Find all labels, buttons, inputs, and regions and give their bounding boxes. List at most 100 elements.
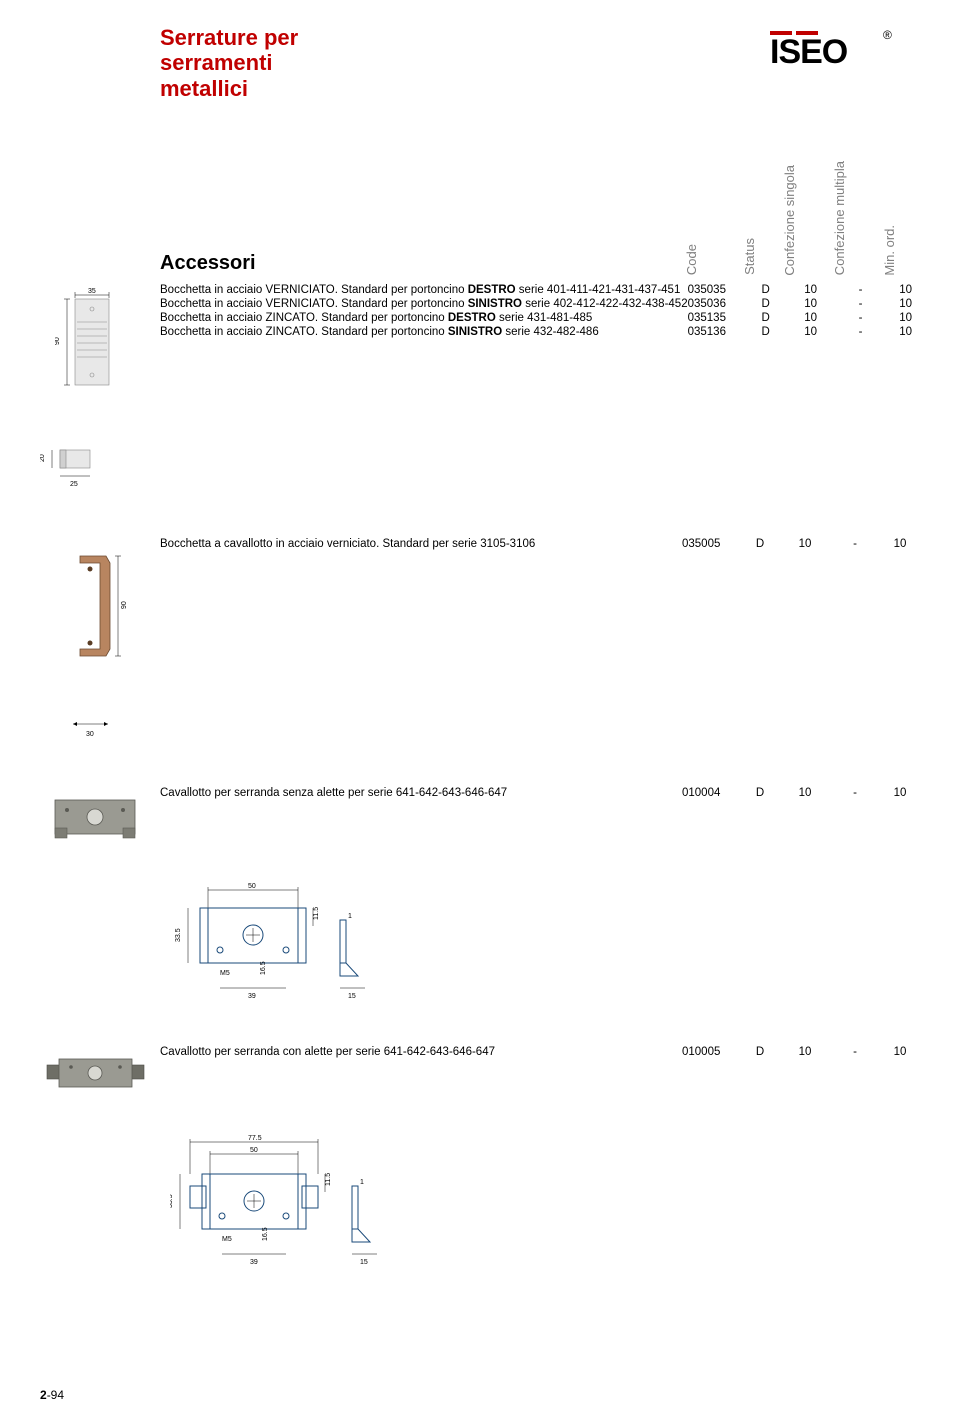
row-description: Bocchetta in acciaio ZINCATO. Standard p… bbox=[160, 326, 688, 338]
svg-text:11.5: 11.5 bbox=[313, 907, 320, 920]
row-code: 035035 bbox=[688, 284, 746, 296]
svg-text:50: 50 bbox=[250, 1147, 258, 1154]
page-number: 2-94 bbox=[40, 1388, 64, 1402]
col-header-status: Status bbox=[740, 238, 780, 275]
row-description: Bocchetta in acciaio ZINCATO. Standard p… bbox=[160, 312, 688, 324]
row-conf-singola: 10 bbox=[780, 787, 830, 799]
row-code: 035005 bbox=[682, 538, 740, 550]
group-4-rows: Cavallotto per serranda con alette per s… bbox=[160, 1045, 920, 1059]
svg-text:33.5: 33.5 bbox=[170, 1194, 174, 1208]
svg-text:15: 15 bbox=[360, 1259, 368, 1266]
row-description: Bocchetta in acciaio VERNICIATO. Standar… bbox=[160, 284, 688, 296]
row-status: D bbox=[740, 787, 780, 799]
row-conf-singola: 10 bbox=[786, 298, 836, 310]
section-title: Accessori bbox=[160, 252, 682, 275]
row-code: 035135 bbox=[688, 312, 746, 324]
iseo-logo-icon: ISEO ® bbox=[770, 25, 900, 69]
product-group-4: Cavallotto per serranda con alette per s… bbox=[40, 1045, 920, 1099]
svg-text:33.5: 33.5 bbox=[175, 928, 182, 942]
row-conf-singola: 10 bbox=[780, 1046, 830, 1058]
row-min-ord: 10 bbox=[880, 538, 920, 550]
row-min-ord: 10 bbox=[886, 326, 926, 338]
row-min-ord: 10 bbox=[880, 1046, 920, 1058]
row-status: D bbox=[740, 1046, 780, 1058]
col-header-conf-singola: Confezione singola bbox=[780, 165, 830, 276]
title-line-2: serramenti bbox=[160, 50, 273, 75]
row-conf-singola: 10 bbox=[786, 312, 836, 324]
row-status: D bbox=[746, 298, 786, 310]
row-status: D bbox=[746, 312, 786, 324]
product-group-1: 35 90 Bocchetta in acciaio VERNICIATO. S… bbox=[40, 283, 920, 407]
brand-logo: ISEO ® bbox=[770, 25, 900, 69]
diagram-cavallotto-senza-alette: 50 11.5 33.5 M5 16.5 39 1 15 bbox=[170, 880, 920, 1015]
svg-text:M5: M5 bbox=[220, 970, 230, 977]
row-description: Bocchetta in acciaio VERNICIATO. Standar… bbox=[160, 298, 688, 310]
thumb-bocchetta-flat: 35 90 bbox=[40, 283, 150, 407]
row-conf-multipla: - bbox=[830, 1046, 880, 1058]
product-group-2: 90 Bocchetta a cavallotto in acciaio ver… bbox=[40, 537, 920, 681]
title-line-3: metallici bbox=[160, 76, 248, 101]
page-header: Serrature per serramenti metallici ISEO … bbox=[160, 25, 920, 101]
col-header-min-ord: Min. ord. bbox=[880, 225, 920, 276]
row-conf-multipla: - bbox=[830, 787, 880, 799]
row-conf-multipla: - bbox=[836, 312, 886, 324]
row-conf-multipla: - bbox=[836, 298, 886, 310]
row-code: 035136 bbox=[688, 326, 746, 338]
thumb-cavallotto-width: 30 bbox=[58, 716, 920, 746]
svg-text:77.5: 77.5 bbox=[248, 1135, 262, 1142]
column-headers: Code Status Confezione singola Confezion… bbox=[682, 161, 920, 275]
svg-text:90: 90 bbox=[55, 337, 61, 345]
svg-text:16.5: 16.5 bbox=[262, 1227, 269, 1241]
svg-text:11.5: 11.5 bbox=[325, 1173, 332, 1186]
table-row: Cavallotto per serranda con alette per s… bbox=[160, 1045, 920, 1059]
table-row: Bocchetta in acciaio VERNICIATO. Standar… bbox=[160, 283, 926, 297]
svg-text:1: 1 bbox=[348, 913, 352, 920]
svg-text:®: ® bbox=[883, 28, 892, 42]
svg-text:50: 50 bbox=[248, 883, 256, 890]
row-min-ord: 10 bbox=[886, 312, 926, 324]
svg-text:15: 15 bbox=[348, 993, 356, 1000]
svg-text:90: 90 bbox=[121, 601, 128, 609]
col-header-code: Code bbox=[682, 244, 740, 275]
row-description: Cavallotto per serranda con alette per s… bbox=[160, 1046, 682, 1058]
col-header-conf-multipla: Confezione multipla bbox=[830, 161, 880, 275]
row-conf-multipla: - bbox=[830, 538, 880, 550]
diagram-cavallotto-con-alette: 77.5 50 11.5 33.5 M5 16.5 39 1 15 bbox=[170, 1134, 920, 1289]
row-code: 010004 bbox=[682, 787, 740, 799]
svg-text:35: 35 bbox=[88, 288, 96, 295]
row-code: 035036 bbox=[688, 298, 746, 310]
svg-text:M5: M5 bbox=[222, 1236, 232, 1243]
row-code: 010005 bbox=[682, 1046, 740, 1058]
row-conf-singola: 10 bbox=[780, 538, 830, 550]
svg-text:16.5: 16.5 bbox=[260, 961, 267, 975]
thumb-cavallotto-bocchetta: 90 bbox=[40, 537, 150, 681]
thumb-bocchetta-profile: 20 25 bbox=[40, 442, 920, 497]
row-conf-multipla: - bbox=[836, 284, 886, 296]
svg-text:25: 25 bbox=[70, 481, 78, 488]
document-title: Serrature per serramenti metallici bbox=[160, 25, 770, 101]
row-status: D bbox=[740, 538, 780, 550]
row-min-ord: 10 bbox=[886, 298, 926, 310]
row-description: Cavallotto per serranda senza alette per… bbox=[160, 787, 682, 799]
thumb-serranda-senza-alette bbox=[40, 786, 150, 845]
row-status: D bbox=[746, 284, 786, 296]
group-3-rows: Cavallotto per serranda senza alette per… bbox=[160, 786, 920, 800]
row-conf-singola: 10 bbox=[786, 326, 836, 338]
row-conf-multipla: - bbox=[836, 326, 886, 338]
row-min-ord: 10 bbox=[886, 284, 926, 296]
svg-text:39: 39 bbox=[248, 993, 256, 1000]
svg-text:1: 1 bbox=[360, 1179, 364, 1186]
section-header-row: Accessori Code Status Confezione singola… bbox=[160, 161, 920, 275]
row-description: Bocchetta a cavallotto in acciaio vernic… bbox=[160, 538, 682, 550]
group-1-rows: Bocchetta in acciaio VERNICIATO. Standar… bbox=[160, 283, 926, 339]
title-line-1: Serrature per bbox=[160, 25, 298, 50]
thumb-serranda-con-alette bbox=[40, 1045, 150, 1099]
row-conf-singola: 10 bbox=[786, 284, 836, 296]
svg-text:20: 20 bbox=[40, 454, 46, 462]
table-row: Bocchetta in acciaio ZINCATO. Standard p… bbox=[160, 311, 926, 325]
page-number-section: 2 bbox=[40, 1388, 47, 1402]
row-min-ord: 10 bbox=[880, 787, 920, 799]
svg-text:39: 39 bbox=[250, 1259, 258, 1266]
page-number-page: -94 bbox=[47, 1388, 64, 1402]
table-row: Cavallotto per serranda senza alette per… bbox=[160, 786, 920, 800]
